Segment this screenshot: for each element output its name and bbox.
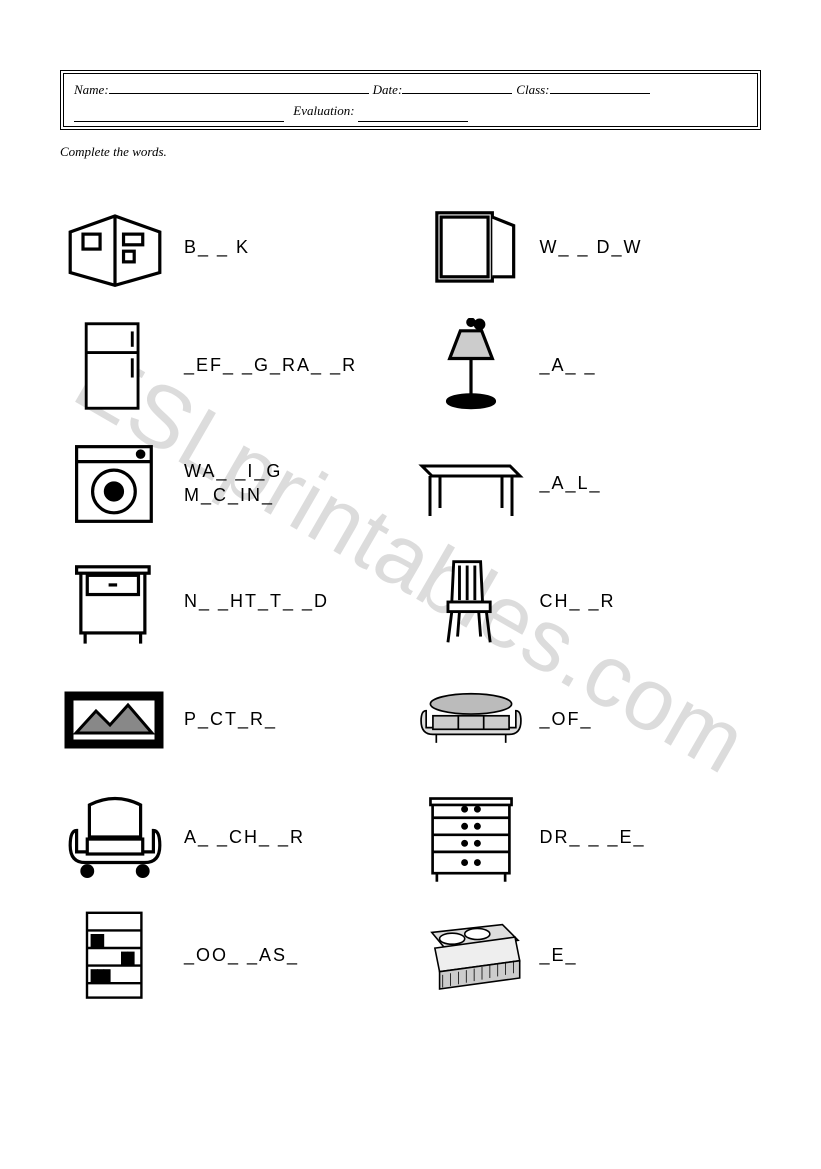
item-table: _A_L_ <box>416 436 762 532</box>
word-bed[interactable]: _E_ <box>540 944 578 967</box>
dresser-icon <box>416 790 526 886</box>
word-table[interactable]: _A_L_ <box>540 472 602 495</box>
name-label: Name: <box>74 80 109 101</box>
date-label: Date: <box>373 80 403 101</box>
word-nightstand[interactable]: N_ _HT_T_ _D <box>184 590 329 613</box>
book-icon <box>60 200 170 296</box>
bed-icon <box>416 908 526 1004</box>
item-lamp: _A_ _ <box>416 318 762 414</box>
washer-icon <box>60 436 170 532</box>
item-window: W_ _ D_W <box>416 200 762 296</box>
word-book[interactable]: B_ _ K <box>184 236 250 259</box>
item-washer: WA_ _I_G M_C_IN_ <box>60 436 406 532</box>
class-blank[interactable] <box>550 80 650 94</box>
word-washer[interactable]: WA_ _I_G M_C_IN_ <box>184 460 282 507</box>
word-window[interactable]: W_ _ D_W <box>540 236 643 259</box>
class-label: Class: <box>516 80 549 101</box>
word-dresser[interactable]: DR_ _ _E_ <box>540 826 646 849</box>
header-box: Name: Date: Class: Evaluation: <box>60 70 761 130</box>
name-blank[interactable] <box>109 80 369 94</box>
nightstand-icon <box>60 554 170 650</box>
word-fridge[interactable]: _EF_ _G_RA_ _R <box>184 354 357 377</box>
item-sofa: _OF_ <box>416 672 762 768</box>
chair-icon <box>416 554 526 650</box>
bookcase-icon <box>60 908 170 1004</box>
word-bookcase[interactable]: _OO_ _AS_ <box>184 944 299 967</box>
word-chair[interactable]: CH_ _R <box>540 590 616 613</box>
word-sofa[interactable]: _OF_ <box>540 708 593 731</box>
instruction-text: Complete the words. <box>60 144 761 160</box>
lamp-icon <box>416 318 526 414</box>
date-blank[interactable] <box>402 80 512 94</box>
worksheet-grid: B_ _ K W_ _ D_W _EF_ _G_RA_ _R _A_ _ <box>60 200 761 1004</box>
word-armchair[interactable]: A_ _CH_ _R <box>184 826 305 849</box>
item-dresser: DR_ _ _E_ <box>416 790 762 886</box>
word-lamp[interactable]: _A_ _ <box>540 354 597 377</box>
item-nightstand: N_ _HT_T_ _D <box>60 554 406 650</box>
armchair-icon <box>60 790 170 886</box>
sofa-icon <box>416 672 526 768</box>
evaluation-blank[interactable] <box>358 108 468 122</box>
window-icon <box>416 200 526 296</box>
picture-icon <box>60 672 170 768</box>
word-picture[interactable]: P_CT_R_ <box>184 708 277 731</box>
table-icon <box>416 436 526 532</box>
fridge-icon <box>60 318 170 414</box>
item-picture: P_CT_R_ <box>60 672 406 768</box>
item-armchair: A_ _CH_ _R <box>60 790 406 886</box>
item-fridge: _EF_ _G_RA_ _R <box>60 318 406 414</box>
evaluation-label: Evaluation: <box>293 103 354 118</box>
item-book: B_ _ K <box>60 200 406 296</box>
extra-blank[interactable] <box>74 108 284 122</box>
item-bed: _E_ <box>416 908 762 1004</box>
item-chair: CH_ _R <box>416 554 762 650</box>
item-bookcase: _OO_ _AS_ <box>60 908 406 1004</box>
